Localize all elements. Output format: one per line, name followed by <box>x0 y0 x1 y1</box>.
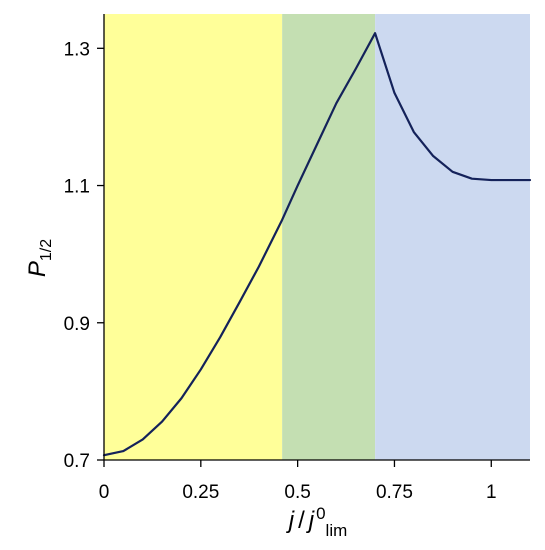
x-axis-title-sub: lim <box>326 521 348 540</box>
region-3 <box>375 14 530 460</box>
y-tick-label: 1.1 <box>64 177 90 198</box>
x-ticks: 0 0.25 0.5 0.75 1 <box>99 460 497 503</box>
y-axis-title-sub: 1/2 <box>38 239 55 261</box>
x-tick-label: 0 <box>99 482 110 503</box>
background-regions <box>104 14 530 460</box>
x-axis-title-j: j <box>286 507 295 534</box>
series-layer <box>102 32 532 457</box>
x-tick-label: 0.5 <box>284 482 310 503</box>
y-tick-label: 0.7 <box>64 451 90 472</box>
region-1 <box>104 14 283 460</box>
x-tick-label: 0.75 <box>376 482 413 503</box>
x-tick-label: 1 <box>486 482 497 503</box>
y-tick-label: 1.3 <box>64 39 90 60</box>
y-tick-label: 0.9 <box>64 314 90 335</box>
region-2 <box>282 14 376 460</box>
series-line-1 <box>102 32 532 457</box>
x-axis-title-slash: / <box>298 507 305 534</box>
x-axis-title-j0: j <box>306 507 315 534</box>
x-axis-title: j / j 0lim <box>286 504 348 540</box>
axes: 0 0.25 0.5 0.75 1 0.7 0.9 1.1 1.3 <box>64 14 530 503</box>
x-axis-title-sup: 0 <box>316 504 325 523</box>
y-axis-title: P1/2 <box>24 239 55 277</box>
y-ticks: 0.7 0.9 1.1 1.3 <box>64 39 104 472</box>
x-tick-label: 0.25 <box>182 482 219 503</box>
y-axis-title-main: P <box>24 261 51 277</box>
